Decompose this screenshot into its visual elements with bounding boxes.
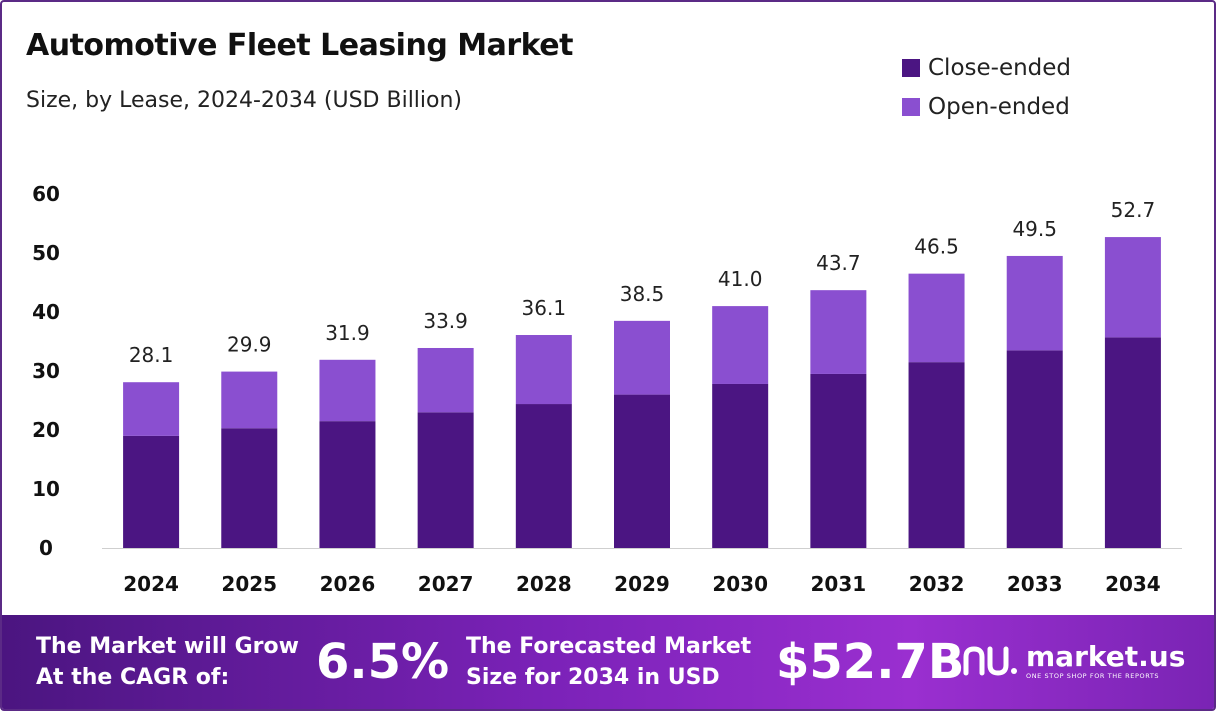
brand-tagline: ONE STOP SHOP FOR THE REPORTS [1026,671,1160,680]
bar-close-ended-2033 [1006,350,1063,548]
bar-open-ended-2033 [1006,255,1063,351]
bar-open-ended-2030 [712,306,769,384]
x-tick-label-2031: 2031 [811,572,867,596]
bar-close-ended-2029 [614,394,670,548]
footer-banner: The Market will Grow At the CAGR of: 6.5… [2,615,1214,709]
total-label-2025: 29.9 [227,333,272,357]
total-label-2029: 38.5 [620,282,665,306]
legend-swatch-open-ended [902,97,920,116]
chart-title: Automotive Fleet Leasing Market [26,28,573,63]
bar-open-ended-2029 [614,320,670,395]
y-tick-label: 40 [32,300,60,324]
chart-subtitle: Size, by Lease, 2024-2034 (USD Billion) [26,88,463,113]
bar-close-ended-2025 [221,428,278,548]
bar-close-ended-2028 [515,404,572,548]
legend-item-close-ended: Close-ended [902,48,1071,87]
bar-close-ended-2034 [1104,337,1161,548]
total-label-2032: 46.5 [914,235,959,259]
legend: Close-ended Open-ended [902,48,1071,126]
bar-close-ended-2026 [319,421,376,548]
x-tick-label-2026: 2026 [320,572,376,596]
brand-logo: market.us ONE STOP SHOP FOR THE REPORTS [962,641,1185,681]
x-tick-label-2027: 2027 [418,572,474,596]
x-tick-label-2033: 2033 [1007,572,1063,596]
total-label-2034: 52.7 [1111,198,1156,222]
cagr-label-line1: The Market will Grow [36,634,299,659]
legend-item-open-ended: Open-ended [902,87,1071,126]
y-tick-label: 20 [32,418,60,442]
total-label-2026: 31.9 [325,321,370,345]
x-tick-label-2028: 2028 [516,572,572,596]
total-label-2027: 33.9 [423,309,468,333]
y-tick-label: 10 [32,477,60,501]
market-us-logo-icon [963,646,1017,676]
total-label-2030: 41.0 [718,267,763,291]
total-label-2024: 28.1 [129,343,174,367]
y-tick-label: 30 [32,359,60,383]
x-tick-label-2034: 2034 [1105,572,1161,596]
total-label-2028: 36.1 [522,296,567,320]
bar-open-ended-2026 [319,359,376,422]
cagr-value: 6.5% [316,634,450,690]
x-tick-label-2025: 2025 [221,572,277,596]
brand-name: market.us [1026,639,1186,673]
legend-label-open-ended: Open-ended [928,93,1070,120]
x-tick-label-2032: 2032 [909,572,965,596]
bar-open-ended-2034 [1104,237,1161,338]
forecast-value: $52.7B [776,634,965,690]
forecast-label-line1: The Forecasted Market [466,634,752,659]
total-label-2031: 43.7 [816,251,861,275]
bar-open-ended-2031 [810,290,867,374]
forecast-label-line2: Size for 2034 in USD [466,665,720,690]
bar-close-ended-2027 [417,412,474,548]
legend-label-close-ended: Close-ended [928,54,1072,81]
cagr-label: The Market will Grow At the CAGR of: [36,631,299,693]
bar-open-ended-2025 [221,371,278,429]
bar-open-ended-2028 [515,335,572,405]
bar-close-ended-2031 [810,373,867,548]
total-label-2033: 49.5 [1012,217,1057,241]
legend-swatch-close-ended [902,58,920,77]
bar-close-ended-2024 [123,435,180,548]
brand-text: market.us ONE STOP SHOP FOR THE REPORTS [1026,639,1186,681]
y-tick-label: 60 [32,182,60,206]
cagr-label-line2: At the CAGR of: [36,665,230,690]
bar-chart: 010203040506028.1202429.9202531.9202633.… [32,182,1182,596]
forecast-label: The Forecasted Market Size for 2034 in U… [466,631,751,693]
x-tick-label-2030: 2030 [712,572,768,596]
y-tick-label: 50 [32,241,60,265]
x-tick-label-2029: 2029 [614,572,670,596]
bar-close-ended-2030 [712,383,769,548]
y-tick-label: 0 [39,536,53,560]
bar-open-ended-2024 [123,382,180,436]
x-tick-label-2024: 2024 [123,572,179,596]
bar-open-ended-2032 [908,273,965,363]
bar-open-ended-2027 [417,347,474,413]
bar-close-ended-2032 [908,362,965,548]
